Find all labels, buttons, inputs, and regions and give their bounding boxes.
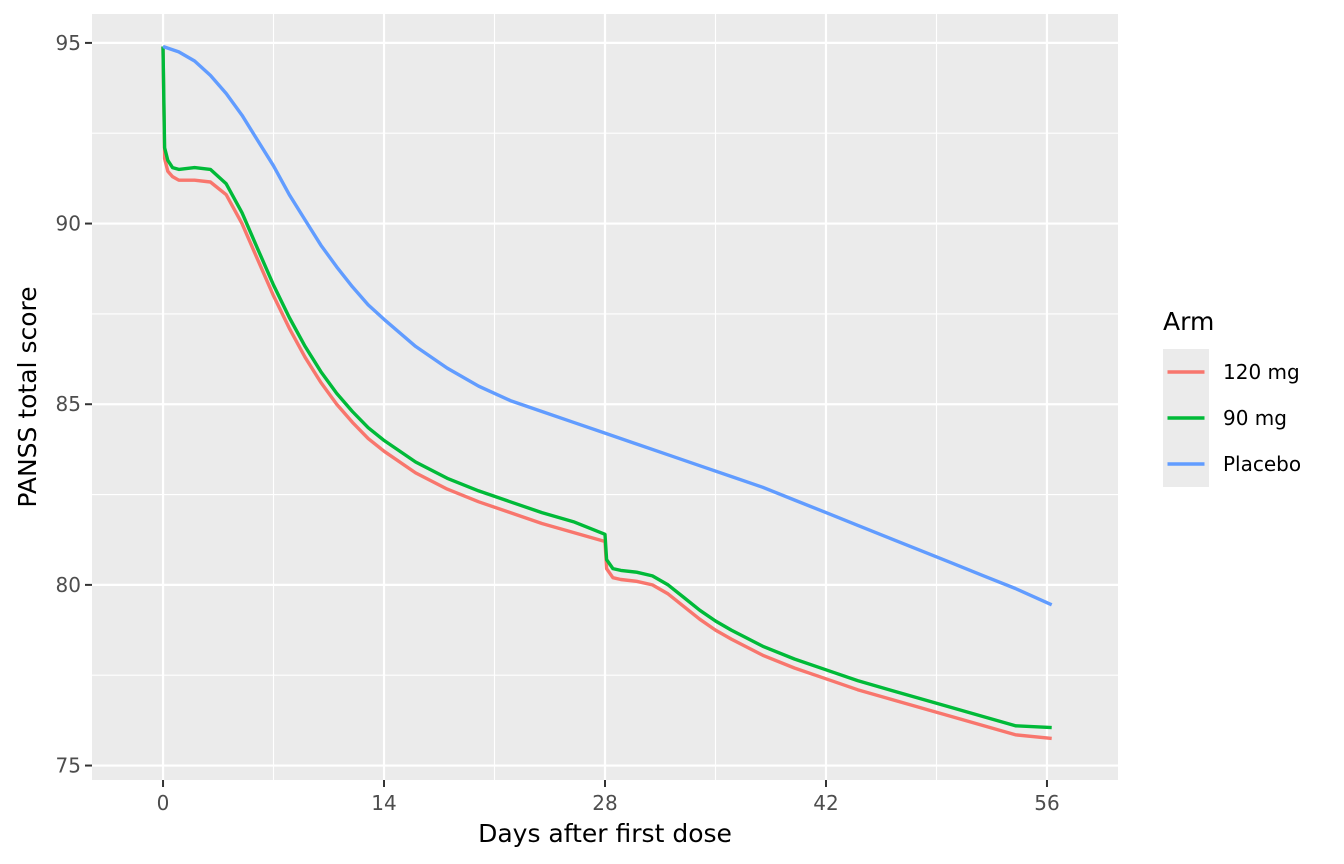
x-axis: 0 14 28 42 56: [157, 780, 1060, 815]
series-lines: [161, 44, 1053, 741]
legend-items: 120 mg 90 mg Placebo: [1163, 349, 1301, 487]
series-line-2: [162, 44, 1053, 607]
x-tick-label-1: 14: [371, 791, 396, 815]
legend-title: Arm: [1163, 307, 1214, 336]
series-line-1: [161, 46, 1052, 730]
legend-label-1: 90 mg: [1223, 406, 1287, 430]
series-line-0: [161, 46, 1052, 741]
y-tick-label-2: 85: [56, 392, 81, 416]
x-tick-label-0: 0: [157, 791, 170, 815]
legend-label-0: 120 mg: [1223, 360, 1300, 384]
y-tick-label-1: 80: [56, 573, 81, 597]
y-tick-label-4: 95: [56, 31, 81, 55]
y-axis-title: PANSS total score: [13, 286, 42, 507]
y-tick-label-0: 75: [56, 754, 81, 778]
x-tick-label-3: 42: [813, 791, 838, 815]
x-tick-label-2: 28: [592, 791, 617, 815]
y-tick-label-3: 90: [56, 212, 81, 236]
legend-label-2: Placebo: [1223, 452, 1301, 476]
x-axis-title: Days after first dose: [478, 819, 732, 848]
y-axis: 75 80 85 90 95: [56, 31, 92, 778]
legend: Arm 120 mg 90 mg Placebo: [1163, 307, 1301, 487]
x-tick-label-4: 56: [1034, 791, 1059, 815]
